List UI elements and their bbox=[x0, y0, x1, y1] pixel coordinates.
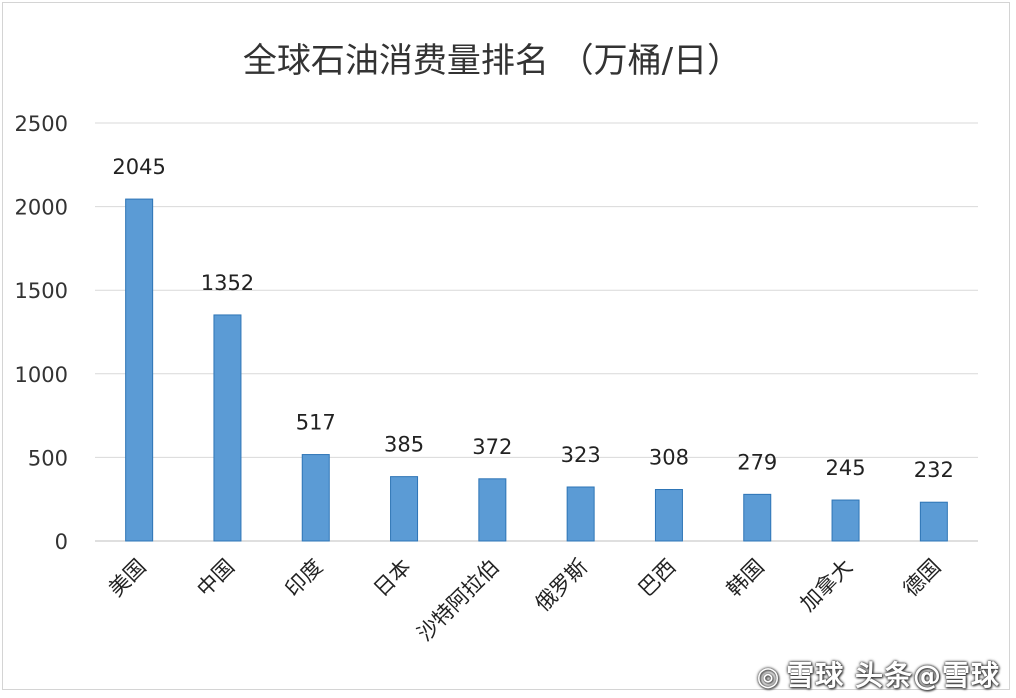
bar bbox=[390, 476, 419, 542]
data-label: 1352 bbox=[201, 271, 254, 295]
y-axis: 0 500 1000 1500 2000 2500 bbox=[15, 112, 68, 554]
category-label: 德国 bbox=[899, 555, 946, 602]
grid-lines bbox=[95, 122, 978, 542]
data-label: 308 bbox=[649, 446, 689, 470]
bar bbox=[566, 486, 595, 542]
y-tick-label: 500 bbox=[28, 446, 68, 470]
y-tick-label: 2000 bbox=[15, 196, 68, 220]
bar bbox=[743, 493, 772, 542]
category-label: 韩国 bbox=[722, 555, 769, 602]
chart-frame bbox=[2, 2, 1010, 690]
data-label: 323 bbox=[561, 443, 601, 467]
watermark: ◎ 雪球 头条@雪球 bbox=[757, 654, 1000, 694]
data-label: 385 bbox=[384, 433, 424, 457]
y-tick-label: 0 bbox=[55, 530, 68, 554]
chart-title: 全球石油消费量排名 （万桶/日） bbox=[243, 41, 741, 81]
bars bbox=[125, 198, 948, 542]
category-label: 俄罗斯 bbox=[531, 555, 593, 617]
watermark-text: 雪球 头条@雪球 bbox=[786, 659, 1000, 692]
bar bbox=[654, 489, 683, 542]
bar bbox=[478, 478, 507, 542]
category-label: 美国 bbox=[104, 555, 151, 602]
bar bbox=[125, 198, 154, 542]
data-label: 245 bbox=[826, 456, 866, 480]
y-tick-label: 1500 bbox=[15, 279, 68, 303]
category-label: 加拿大 bbox=[796, 555, 858, 617]
data-labels: 2045 1352 517 385 372 323 308 279 245 232 bbox=[112, 155, 953, 482]
category-label: 日本 bbox=[369, 555, 416, 602]
data-label: 279 bbox=[737, 450, 777, 474]
data-label: 232 bbox=[914, 458, 954, 482]
category-label: 中国 bbox=[192, 555, 239, 602]
category-label: 巴西 bbox=[634, 555, 681, 602]
data-label: 517 bbox=[296, 411, 336, 435]
category-label: 沙特阿拉伯 bbox=[413, 555, 504, 646]
data-label: 372 bbox=[472, 435, 512, 459]
category-label: 印度 bbox=[281, 555, 328, 602]
bar bbox=[831, 499, 860, 542]
bar bbox=[919, 501, 948, 542]
data-label: 2045 bbox=[112, 155, 165, 179]
y-tick-label: 1000 bbox=[15, 363, 68, 387]
bar bbox=[301, 454, 330, 542]
snowball-icon: ◎ bbox=[756, 662, 781, 692]
bar bbox=[213, 314, 242, 542]
y-tick-label: 2500 bbox=[15, 112, 68, 136]
